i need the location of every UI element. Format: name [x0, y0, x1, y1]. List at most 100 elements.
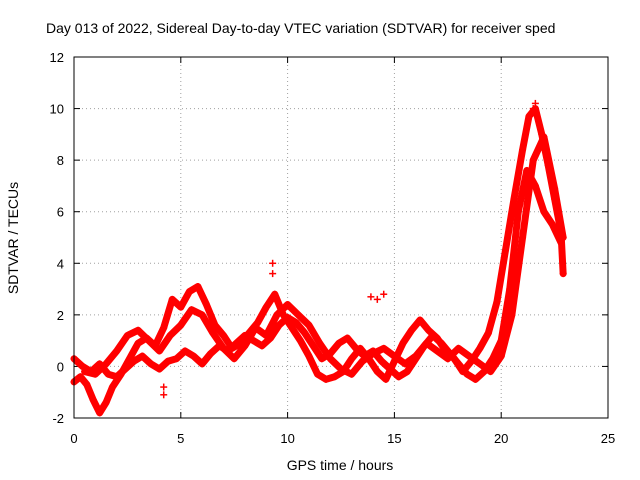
data-point [258, 342, 266, 350]
data-point [202, 301, 210, 309]
data-point [241, 342, 249, 350]
y-tick-label: 2 [57, 308, 64, 323]
outlier-point [373, 295, 381, 303]
data-point [185, 288, 193, 296]
data-point [548, 221, 556, 229]
data-point [412, 352, 420, 360]
data-point [220, 331, 228, 339]
data-point [529, 156, 537, 164]
data-point [164, 357, 172, 365]
data-point [463, 370, 471, 378]
data-point [134, 339, 142, 347]
data-point [380, 344, 388, 352]
data-point [476, 360, 484, 368]
data-point [519, 234, 527, 241]
axis-ticks: 0 5 10 15 20 25 -2 0 2 4 6 8 10 12 [50, 50, 616, 446]
data-point [326, 355, 334, 363]
data-point [378, 357, 386, 365]
data-point [211, 321, 219, 329]
plot-frame [73, 56, 609, 419]
data-point [81, 368, 89, 376]
data-point [525, 112, 533, 120]
outlier-point [160, 383, 168, 391]
data-point [294, 311, 302, 319]
data-point [395, 373, 403, 381]
data-point [508, 311, 516, 319]
data-point [322, 375, 330, 383]
data-point [487, 368, 495, 376]
x-tick-label: 10 [280, 431, 294, 446]
data-point [429, 331, 437, 339]
data-point [348, 370, 356, 378]
data-point [540, 133, 548, 141]
data-point [89, 396, 97, 404]
data-point [113, 347, 121, 355]
data-point [198, 360, 206, 368]
data-point [147, 360, 155, 368]
data-point [454, 360, 462, 368]
data-point [79, 362, 87, 370]
data-point [433, 347, 441, 355]
data-point [386, 365, 394, 373]
data-point [83, 380, 91, 388]
data-point [155, 347, 163, 355]
data-point [113, 373, 121, 381]
data-point [358, 357, 366, 365]
data-point [108, 383, 116, 391]
data-point [444, 355, 452, 363]
data-point [187, 306, 195, 314]
data-point [271, 290, 279, 298]
data-point [207, 350, 215, 358]
data-point [510, 195, 518, 203]
x-tick-label: 25 [601, 431, 615, 446]
data-point [559, 270, 567, 278]
data-point [318, 355, 326, 363]
data-point [314, 370, 322, 378]
data-point [262, 331, 270, 339]
data-point [275, 321, 283, 329]
data-point [160, 324, 168, 332]
y-tick-label: -2 [52, 411, 64, 426]
data-point [252, 324, 260, 332]
x-tick-label: 20 [494, 431, 508, 446]
y-tick-label: 6 [57, 205, 64, 220]
data-point [316, 339, 324, 347]
y-tick-label: 0 [57, 359, 64, 374]
data-point [173, 355, 181, 363]
data-point [489, 355, 497, 363]
outlier-point [367, 293, 375, 301]
data-point [102, 399, 110, 407]
data-point [296, 337, 304, 345]
data-point [416, 316, 424, 324]
data-point [422, 339, 430, 347]
data-point [155, 365, 163, 373]
data-point [232, 339, 240, 347]
data-point [407, 326, 415, 334]
data-point [352, 344, 360, 352]
data-point [134, 326, 142, 334]
data-point [292, 319, 300, 327]
data-point [343, 334, 351, 342]
data-point [501, 246, 509, 254]
data-point [497, 352, 505, 360]
data-point [288, 324, 296, 332]
y-axis-label: SDTVAR / TECUs [5, 182, 21, 294]
data-point [519, 146, 527, 154]
outlier-point [160, 391, 168, 399]
data-point [425, 326, 433, 334]
data-point [262, 303, 270, 311]
data-point [145, 337, 153, 345]
data-point [284, 301, 292, 309]
y-tick-label: 4 [57, 256, 64, 271]
y-tick-label: 8 [57, 153, 64, 168]
x-tick-label: 5 [177, 431, 184, 446]
x-tick-label: 15 [387, 431, 401, 446]
series-track-b [70, 166, 565, 383]
data-point [514, 208, 522, 216]
outlier-point [531, 99, 539, 107]
data-point [454, 344, 462, 352]
data-point [557, 239, 565, 247]
series-layer [70, 99, 567, 417]
data-point [190, 352, 198, 360]
